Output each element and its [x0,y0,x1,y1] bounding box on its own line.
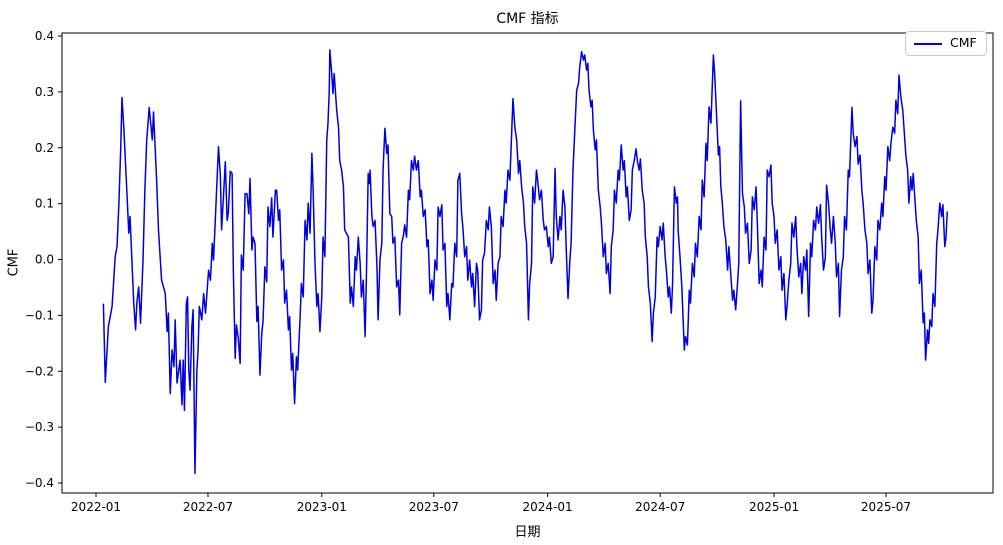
y-tick-label: −0.4 [25,476,54,490]
x-tick-label: 2025-07 [861,500,911,514]
x-axis-label: 日期 [514,525,541,540]
x-tick-label: 2024-01 [523,500,573,514]
chart-title: CMF 指标 [496,11,559,27]
y-tick-label: 0.1 [35,197,54,211]
legend-label: CMF [950,35,977,51]
y-tick-label: 0.4 [35,29,54,43]
y-tick-label: −0.3 [25,420,54,434]
x-tick-label: 2025-01 [749,500,799,514]
x-tick-label: 2023-07 [409,500,459,514]
x-tick-label: 2024-07 [635,500,685,514]
y-axis-label: CMF [6,248,22,277]
x-tick-label: 2022-07 [183,500,233,514]
y-tick-label: 0.0 [35,253,54,267]
legend-line-sample-icon [914,42,942,45]
cmf-line-series [102,49,948,475]
x-tick-label: 2023-01 [297,500,347,514]
x-tick-label: 2022-01 [71,500,121,514]
y-tick-label: −0.1 [25,308,54,322]
axes-frame [61,32,994,494]
legend: CMF [905,31,987,56]
y-tick-label: 0.2 [35,141,54,155]
y-tick-label: −0.2 [25,364,54,378]
y-tick-label: 0.3 [35,85,54,99]
